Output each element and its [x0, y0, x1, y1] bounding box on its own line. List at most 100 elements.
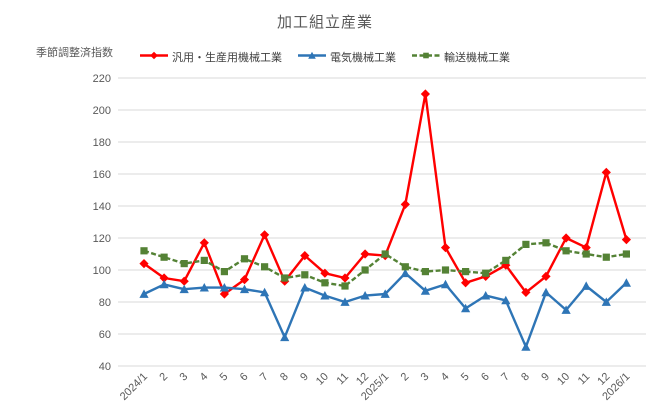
legend-item-transport-machinery: 輸送機械工業: [412, 48, 510, 66]
x-tick-label: 11: [335, 371, 352, 388]
x-tick-label: 4: [198, 371, 211, 384]
y-tick-label: 180: [93, 137, 111, 149]
data-point-diamond: [601, 167, 611, 177]
data-point-diamond: [400, 199, 410, 209]
data-point-square: [321, 279, 329, 287]
data-point-triangle: [179, 284, 189, 294]
x-tick-label: 2: [157, 371, 170, 384]
y-tick-label: 60: [99, 329, 111, 341]
x-tick-label: 6: [479, 371, 492, 384]
data-point-square: [441, 266, 450, 274]
data-point-diamond: [561, 233, 571, 243]
red-diamond-line-icon: [140, 48, 168, 66]
data-point-square: [421, 268, 429, 276]
x-tick-label: 2024/1: [118, 371, 150, 403]
data-point-square: [200, 256, 208, 264]
data-point-diamond: [340, 273, 350, 283]
data-point-diamond: [300, 251, 310, 261]
x-tick-label: 4: [439, 371, 452, 384]
y-tick-label: 120: [93, 233, 111, 245]
data-point-triangle: [239, 284, 250, 294]
series-triangle: [139, 268, 631, 351]
data-point-square: [220, 268, 228, 276]
data-point-diamond: [320, 268, 330, 278]
data-point-triangle: [159, 279, 169, 289]
y-tick-label: 80: [99, 297, 111, 309]
blue-triangle-line-icon: [298, 48, 326, 66]
data-point-triangle: [280, 332, 290, 342]
data-point-triangle: [601, 297, 611, 306]
legend-item-general-machinery: 汎用・生産用機械工業: [140, 48, 282, 66]
series-square: [140, 239, 630, 290]
series-line: [143, 272, 628, 348]
x-tick-label: 2: [399, 371, 412, 384]
data-point-square: [502, 256, 510, 264]
legend: 汎用・生産用機械工業 電気機械工業 輸送機械工業: [0, 48, 650, 66]
data-point-triangle: [139, 289, 149, 298]
data-point-square: [482, 269, 490, 277]
data-point-diamond: [150, 51, 158, 60]
data-point-triangle: [308, 51, 316, 59]
data-point-square: [261, 263, 269, 271]
green-square-line-icon: [412, 48, 440, 66]
data-point-square: [582, 250, 590, 258]
data-point-triangle: [420, 286, 430, 295]
data-point-triangle: [219, 283, 229, 292]
data-point-triangle: [300, 283, 310, 292]
data-point-diamond: [360, 249, 370, 259]
data-point-diamond: [420, 89, 430, 99]
chart-title: 加工組立産業: [276, 14, 373, 31]
y-tick-label: 140: [93, 201, 111, 213]
data-point-triangle: [320, 291, 330, 300]
x-tick-label: 5: [218, 371, 231, 384]
x-tick-label: 5: [459, 371, 472, 384]
legend-label: 輸送機械工業: [444, 52, 510, 64]
x-tick-label: 3: [419, 371, 432, 384]
data-point-triangle: [380, 289, 390, 298]
x-tick-label: 9: [298, 371, 311, 384]
data-point-diamond: [621, 235, 631, 245]
series-line: [143, 241, 627, 288]
y-tick-label: 200: [93, 105, 111, 117]
data-point-square: [381, 250, 389, 258]
data-point-triangle: [461, 303, 471, 313]
x-tick-label: 10: [314, 371, 331, 388]
data-point-square: [602, 253, 610, 261]
data-point-triangle: [440, 279, 451, 289]
data-point-triangle: [400, 268, 410, 278]
data-point-square: [361, 266, 369, 274]
data-point-square: [240, 255, 249, 263]
data-point-square: [140, 247, 148, 255]
data-point-triangle: [260, 287, 270, 297]
legend-item-electrical-machinery: 電気機械工業: [298, 48, 396, 66]
x-tick-label: 9: [539, 371, 552, 384]
x-tick-label: 7: [499, 371, 512, 384]
data-point-square: [180, 260, 188, 268]
data-point-diamond: [501, 260, 511, 270]
data-point-triangle: [561, 305, 571, 314]
y-tick-label: 160: [93, 169, 111, 181]
data-point-diamond: [139, 259, 149, 269]
data-point-square: [281, 274, 289, 282]
data-point-square: [562, 247, 570, 255]
data-point-diamond: [461, 278, 471, 288]
data-point-diamond: [219, 289, 229, 299]
legend-label: 電気機械工業: [330, 52, 396, 64]
data-point-square: [160, 253, 168, 261]
data-point-diamond: [199, 238, 209, 248]
legend-label: 汎用・生産用機械工業: [172, 52, 282, 64]
data-point-diamond: [239, 275, 250, 285]
data-point-square: [301, 271, 309, 279]
x-tick-label: 10: [555, 371, 572, 388]
data-point-square: [522, 240, 530, 248]
data-point-square: [542, 239, 550, 247]
data-point-square: [401, 263, 409, 271]
data-point-square: [462, 268, 470, 276]
x-tick-label: 7: [258, 371, 271, 384]
data-point-square: [622, 250, 630, 258]
data-point-triangle: [501, 295, 511, 305]
series-diamond: [139, 89, 631, 299]
data-point-diamond: [521, 287, 531, 297]
data-point-diamond: [440, 243, 451, 253]
